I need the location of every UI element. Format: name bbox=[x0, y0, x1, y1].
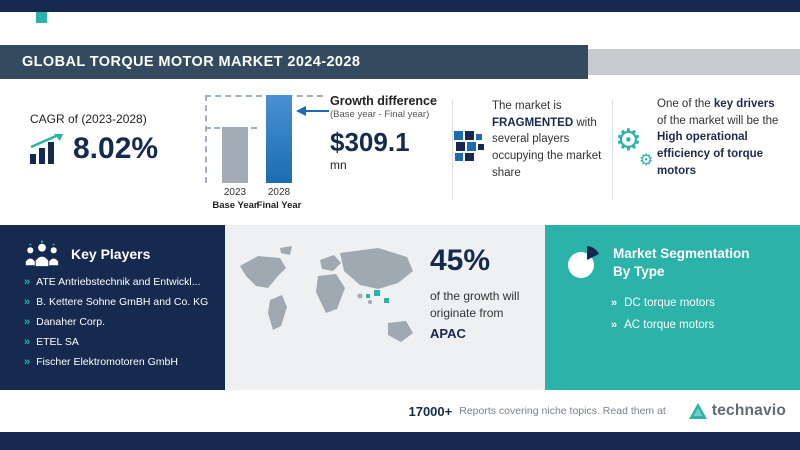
key-players-list: » ATE Antriebstechnik and Entwickl... » B.… bbox=[0, 267, 225, 368]
list-item: » ATE Antriebstechnik and Entwickl... bbox=[24, 276, 219, 288]
title-band: GLOBAL TORQUE MOTOR MARKET 2024-2028 bbox=[0, 45, 588, 79]
top-strip bbox=[0, 0, 800, 12]
teal-accent-square bbox=[36, 12, 47, 23]
bar-label-base: 2023 Base Year bbox=[205, 187, 265, 211]
bar-base-year bbox=[222, 127, 248, 183]
fragmented-post: with several players occupying the marke… bbox=[492, 116, 602, 179]
chevron-bullet-icon: » bbox=[611, 319, 618, 332]
list-item: » DC torque motors bbox=[611, 297, 800, 309]
bar-year-final: 2028 bbox=[267, 187, 291, 198]
chevron-bullet-icon: » bbox=[24, 316, 31, 328]
list-item: » ETEL SA bbox=[24, 336, 219, 348]
chevron-bullet-icon: » bbox=[24, 336, 31, 348]
apac-growth-block: 45% of the growth will originate from AP… bbox=[430, 246, 540, 344]
apac-growth-text: of the growth will originate from APAC bbox=[430, 288, 540, 344]
key-player-name: ATE Antriebstechnik and Entwickl... bbox=[36, 276, 201, 288]
driver-pre: One of the bbox=[657, 98, 714, 110]
growth-difference-title: Growth difference bbox=[330, 94, 437, 108]
bar-caption-final: Final Year bbox=[256, 199, 302, 211]
footer-text: Reports covering niche topics. Read them… bbox=[459, 405, 666, 417]
technavio-wordmark: technavio bbox=[711, 402, 786, 419]
growth-difference-value: $309.1 bbox=[330, 127, 410, 157]
growth-difference-unit: mn bbox=[330, 158, 347, 172]
chart-dashed-axis bbox=[205, 95, 207, 183]
technavio-triangle-icon bbox=[688, 403, 707, 419]
segment-name: AC torque motors bbox=[624, 319, 715, 332]
growth-difference-subtitle: (Base year - Final year) bbox=[330, 109, 430, 120]
title-band-extension bbox=[588, 49, 800, 75]
key-driver-statement: One of the key drivers of the market wil… bbox=[657, 96, 787, 179]
bar-label-final: 2028 Final Year bbox=[249, 187, 309, 211]
cagr-value: 8.02% bbox=[73, 132, 159, 165]
gear-icon: ⚙ bbox=[615, 123, 642, 158]
driver-bold-key-drivers: key drivers bbox=[713, 98, 775, 110]
chevron-bullet-icon: » bbox=[24, 356, 31, 368]
bottom-strip bbox=[0, 432, 800, 450]
segmentation-list: » DC torque motors » AC torque motors bbox=[545, 281, 800, 331]
bar-year-base: 2023 bbox=[223, 187, 247, 198]
segment-name: DC torque motors bbox=[624, 297, 715, 310]
chevron-bullet-icon: » bbox=[24, 276, 31, 288]
segmentation-panel: Market Segmentation By Type » DC torque m… bbox=[545, 225, 800, 390]
vertical-divider bbox=[612, 100, 613, 200]
apac-region-label: APAC bbox=[430, 325, 466, 341]
reports-count: 17000+ bbox=[408, 403, 453, 419]
fragmented-highlight: FRAGMENTED bbox=[492, 116, 574, 129]
segmentation-header: Market Segmentation By Type bbox=[545, 225, 800, 281]
driver-bold-efficiency: High operational efficiency of torque mo… bbox=[657, 131, 764, 177]
driver-mid: of the market will be the bbox=[657, 114, 779, 127]
list-item: » Fischer Elektromotoren GmbH bbox=[24, 356, 219, 368]
list-item: » B. Kettere Sohne GmBH and Co. KG bbox=[24, 296, 219, 308]
gear-small-icon: ⚙ bbox=[639, 150, 654, 169]
key-player-name: ETEL SA bbox=[36, 336, 79, 348]
apac-line1: of the growth will bbox=[430, 289, 520, 303]
bar-chart-icon bbox=[30, 134, 63, 164]
chevron-bullet-icon: » bbox=[24, 296, 31, 308]
cagr-block: 8.02% bbox=[30, 134, 158, 164]
fragmented-market-icon bbox=[454, 131, 484, 161]
key-player-name: B. Kettere Sohne GmBH and Co. KG bbox=[36, 296, 209, 308]
key-players-panel: Key Players » ATE Antriebstechnik and Ent… bbox=[0, 225, 225, 390]
vertical-divider bbox=[452, 100, 453, 200]
chart-dashed-line-final bbox=[205, 95, 323, 97]
list-item: » AC torque motors bbox=[611, 319, 800, 331]
cagr-label: CAGR of (2023-2028) bbox=[30, 112, 147, 126]
world-map-graphic bbox=[240, 246, 413, 342]
chevron-bullet-icon: » bbox=[611, 297, 618, 310]
fragmented-pre: The market is bbox=[492, 100, 562, 112]
technavio-logo: technavio bbox=[688, 402, 786, 420]
growth-difference-block: Growth difference (Base year - Final yea… bbox=[330, 94, 448, 172]
key-player-name: Fischer Elektromotoren GmbH bbox=[36, 356, 178, 368]
key-players-title: Key Players bbox=[71, 245, 151, 262]
bar-final-year bbox=[266, 95, 292, 183]
apac-growth-percent: 45% bbox=[430, 244, 491, 277]
key-players-header: Key Players bbox=[0, 225, 225, 267]
segmentation-title: Market Segmentation By Type bbox=[613, 246, 750, 280]
page-title: GLOBAL TORQUE MOTOR MARKET 2024-2028 bbox=[22, 54, 361, 70]
list-item: » Danaher Corp. bbox=[24, 316, 219, 328]
key-player-name: Danaher Corp. bbox=[36, 316, 105, 328]
footer-bar: 17000+ Reports covering niche topics. Re… bbox=[0, 390, 800, 432]
fragmented-statement: The market is FRAGMENTED with several pl… bbox=[492, 98, 604, 181]
bar-caption-base: Base Year bbox=[212, 199, 258, 211]
key-players-icon bbox=[25, 240, 59, 267]
apac-line2: originate from bbox=[430, 306, 504, 321]
growth-difference-arrow-icon bbox=[296, 106, 329, 116]
pie-chart-icon bbox=[568, 246, 599, 278]
